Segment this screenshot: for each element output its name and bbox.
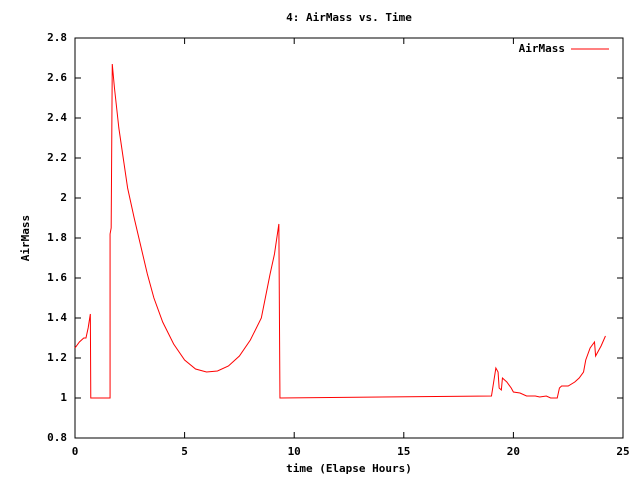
- legend-label: AirMass: [519, 42, 565, 55]
- plot-frame: [74, 37, 624, 439]
- y-tick-label: 2.6: [47, 71, 67, 84]
- y-tick-label: 2.8: [47, 31, 67, 44]
- x-tick-label: 10: [288, 445, 301, 458]
- x-tick-label: 0: [72, 445, 79, 458]
- y-tick-label: 1.6: [47, 271, 67, 284]
- y-tick-label: 1.4: [47, 311, 67, 324]
- x-tick-label: 15: [397, 445, 410, 458]
- data-line: [74, 63, 606, 399]
- y-axis-label: AirMass: [19, 215, 32, 261]
- x-tick-label: 5: [181, 445, 188, 458]
- y-tick-label: 0.8: [47, 431, 67, 444]
- y-tick-label: 1.2: [47, 351, 67, 364]
- x-tick-label: 20: [507, 445, 520, 458]
- y-tick-label: 2.4: [47, 111, 67, 124]
- y-tick-label: 2: [60, 191, 67, 204]
- x-axis-label: time (Elapse Hours): [286, 462, 412, 475]
- y-tick-label: 1.8: [47, 231, 67, 244]
- y-tick-label: 1: [60, 391, 67, 404]
- chart-title: 4: AirMass vs. Time: [286, 11, 412, 24]
- y-tick-label: 2.2: [47, 151, 67, 164]
- x-tick-label: 25: [616, 445, 629, 458]
